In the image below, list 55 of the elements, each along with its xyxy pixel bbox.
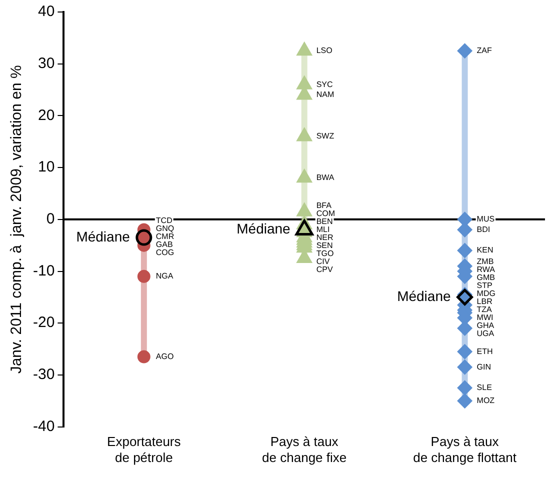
y-tick-label: -30: [32, 366, 55, 384]
y-tick-label: -20: [32, 314, 55, 332]
annotation: COG: [156, 248, 174, 258]
annotation: BDI: [476, 224, 490, 234]
annotation: SEN: [316, 241, 334, 250]
annotation: COM: [316, 209, 336, 218]
y-tick-label: 10: [38, 158, 55, 176]
annotation: MDG: [476, 289, 496, 298]
annotation: TZA: [476, 305, 493, 314]
annotation: NGA: [156, 272, 174, 281]
annotation: LSO: [316, 46, 332, 56]
annotation: ZAF: [476, 46, 492, 56]
x-tick-label: Pays à taux de change fixe: [262, 434, 347, 465]
annotation: LBR: [476, 297, 493, 306]
annotation: ETH: [476, 346, 494, 356]
annotation: STP: [476, 281, 492, 290]
annotation: CIV: [316, 257, 330, 266]
annotation: TCD: [156, 216, 173, 226]
annotation: MLI: [316, 225, 330, 234]
annotation: GIN: [476, 362, 492, 372]
annotation: GHA: [476, 321, 495, 330]
y-tick-label: 40: [38, 3, 55, 20]
annotation: CMR: [156, 232, 174, 242]
annotation: SWZ: [316, 132, 334, 141]
y-tick-label: 20: [38, 106, 55, 124]
annotation: BFA: [316, 201, 332, 210]
annotation: NER: [316, 233, 334, 242]
annotation: MUS: [476, 214, 495, 224]
y-tick-label: -40: [32, 418, 55, 435]
x-tick-label: Exportateurs de pétrole: [107, 434, 182, 465]
annotation: GNQ: [156, 224, 174, 234]
annotation: SYC: [316, 80, 334, 89]
annotation: ZMB: [476, 257, 494, 266]
annotation: AGO: [156, 352, 174, 362]
annotation: KEN: [476, 246, 494, 255]
annotation: GAB: [156, 240, 173, 250]
annotation: SLE: [476, 383, 492, 392]
annotation: NAM: [316, 90, 334, 100]
annotation: RWA: [476, 265, 496, 274]
series-label: Médiane: [397, 288, 451, 304]
y-tick-label: -10: [32, 262, 55, 280]
annotation: UGA: [476, 329, 495, 338]
y-tick-label: 0: [46, 210, 55, 228]
y-tick-label: 30: [38, 54, 55, 72]
y-axis-title: Janv. 2011 comp. à janv. 2009, variation en %: [8, 65, 26, 374]
annotation: MOZ: [476, 396, 495, 406]
annotation: MWI: [476, 313, 494, 322]
x-tick-label: Pays à taux de change flottant: [413, 434, 517, 465]
series-label: Médiane: [76, 228, 130, 244]
annotation: BWA: [316, 173, 335, 182]
series-label: Médiane: [236, 220, 291, 237]
annotation: GMB: [476, 273, 496, 282]
annotation: TGO: [316, 249, 334, 258]
annotation: CPV: [316, 265, 334, 274]
annotation: BEN: [316, 217, 334, 226]
